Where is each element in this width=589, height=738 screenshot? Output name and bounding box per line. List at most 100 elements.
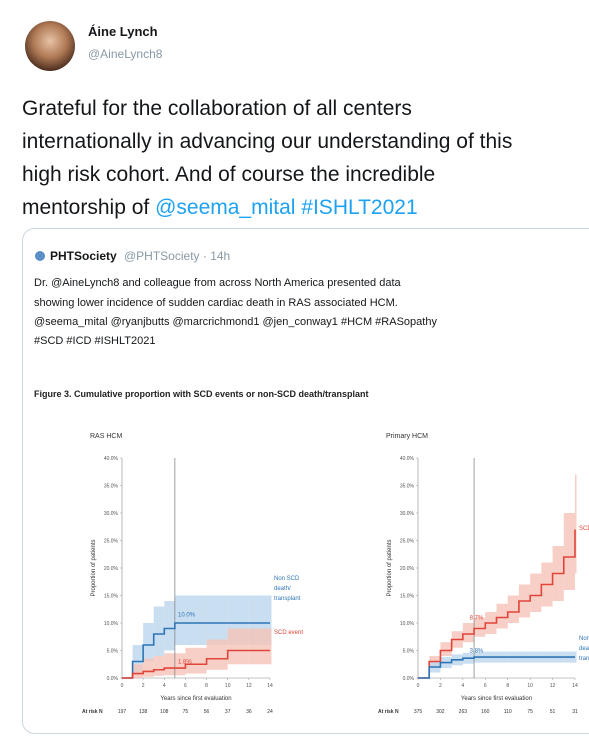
chart-title: RAS HCM	[90, 433, 122, 440]
confidence-band	[575, 475, 577, 574]
quoted-text: #SCD #ICD #ISHLT2021	[34, 335, 155, 347]
x-tick-label: 14	[572, 683, 578, 689]
at-risk-count: 56	[204, 709, 210, 715]
quoted-avatar	[35, 251, 45, 261]
confidence-band	[270, 629, 272, 665]
at-risk-count: 108	[160, 709, 169, 715]
at-risk-count: 302	[436, 709, 445, 715]
y-tick-label: 35.0%	[400, 484, 415, 490]
confidence-band	[228, 629, 249, 665]
y-tick-label: 15.0%	[104, 594, 119, 600]
annotation: SCD event	[274, 630, 303, 636]
x-tick-label: 6	[184, 683, 187, 689]
y-tick-label: 5.0%	[403, 649, 415, 655]
quoted-text: Dr. @AineLynch8 and colleague from acros…	[34, 277, 402, 289]
at-risk-count: 197	[118, 709, 127, 715]
x-tick-label: 12	[550, 683, 556, 689]
confidence-band	[440, 642, 451, 656]
tweet-text: mentorship of	[22, 196, 155, 219]
at-risk-count: 375	[414, 709, 423, 715]
at-risk-count: 36	[246, 709, 252, 715]
confidence-band	[564, 513, 575, 590]
quoted-meta: @PHTSociety · 14h	[124, 249, 230, 263]
at-risk-count: 51	[550, 709, 556, 715]
y-tick-label: 25.0%	[104, 539, 119, 545]
y-tick-label: 0.0%	[403, 676, 415, 682]
at-risk-count: 31	[572, 709, 578, 715]
tweet-text: mentorship of @seema_mital #ISHLT2021	[22, 196, 418, 219]
x-tick-label: 14	[267, 683, 273, 689]
x-tick-label: 4	[461, 683, 464, 689]
quoted-text: @seema_mital @ryanjbutts @marcrichmond1 …	[34, 316, 437, 328]
confidence-band	[508, 596, 519, 624]
at-risk-count: 75	[527, 709, 533, 715]
at-risk-count: 75	[183, 709, 189, 715]
annotation: 8.7%	[470, 616, 484, 622]
annotation: 10.0%	[178, 612, 196, 618]
x-tick-label: 6	[484, 683, 487, 689]
confidence-band	[164, 653, 175, 675]
y-tick-label: 15.0%	[400, 594, 415, 600]
x-tick-label: 4	[163, 683, 166, 689]
quoted-name[interactable]: PHTSociety	[50, 249, 117, 263]
at-risk-count: 24	[267, 709, 273, 715]
confidence-band	[530, 574, 541, 613]
y-tick-label: 30.0%	[104, 511, 119, 517]
author-handle[interactable]: @AineLynch8	[88, 47, 163, 61]
confidence-band	[154, 607, 165, 657]
annotation: transplant	[274, 596, 301, 602]
hashtag[interactable]: #ISHLT2021	[301, 196, 417, 219]
x-tick-label: 2	[439, 683, 442, 689]
x-axis-label: Years since first evaluation	[461, 696, 532, 702]
page: Áine Lynch @AineLynch8 Grateful for the …	[0, 0, 589, 738]
tweet-text: internationally in advancing our underst…	[22, 130, 512, 153]
at-risk-label: At risk N	[82, 709, 103, 715]
y-tick-label: 35.0%	[104, 484, 119, 490]
y-tick-label: 20.0%	[104, 566, 119, 572]
at-risk-count: 263	[459, 709, 468, 715]
confidence-band	[207, 596, 228, 646]
confidence-band	[164, 601, 175, 651]
y-tick-label: 30.0%	[400, 511, 415, 517]
x-tick-label: 0	[417, 683, 420, 689]
annotation: Non SCD	[274, 576, 300, 582]
x-tick-label: 12	[246, 683, 252, 689]
x-tick-label: 8	[205, 683, 208, 689]
confidence-band	[185, 596, 206, 646]
x-axis-label: Years since first evaluation	[160, 696, 231, 702]
figure-title: Figure 3. Cumulative proportion with SCD…	[34, 389, 369, 399]
tweet-text: high risk cohort. And of course the incr…	[22, 163, 435, 186]
x-tick-label: 0	[121, 683, 124, 689]
y-axis-label: Proportion of patients	[91, 539, 97, 596]
y-tick-label: 40.0%	[400, 456, 415, 462]
confidence-band	[575, 652, 577, 663]
annotation: 1.8%	[178, 660, 192, 666]
y-tick-label: 20.0%	[400, 566, 415, 572]
annotation: death/	[579, 646, 589, 652]
confidence-band	[249, 629, 270, 665]
y-axis-label: Proportion of patients	[387, 539, 393, 596]
tweet: Áine Lynch @AineLynch8 Grateful for the …	[0, 0, 589, 738]
confidence-band	[175, 596, 186, 646]
mention[interactable]: @seema_mital	[155, 196, 295, 219]
at-risk-count: 138	[139, 709, 148, 715]
x-tick-label: 10	[225, 683, 231, 689]
annotation: SCD event	[579, 526, 589, 532]
confidence-band	[154, 656, 165, 676]
author-name[interactable]: Áine Lynch	[88, 24, 158, 39]
quoted-text: showing lower incidence of sudden cardia…	[34, 297, 398, 309]
avatar[interactable]	[25, 21, 75, 71]
annotation: death/	[274, 586, 291, 592]
annotation: Non SCD	[579, 636, 589, 642]
confidence-band	[143, 659, 154, 677]
confidence-band	[497, 604, 508, 629]
y-tick-label: 0.0%	[107, 676, 119, 682]
at-risk-count: 110	[504, 709, 512, 715]
confidence-band	[463, 623, 474, 642]
y-tick-label: 5.0%	[107, 649, 119, 655]
at-risk-count: 160	[481, 709, 490, 715]
annotation: transplant	[579, 656, 589, 662]
y-tick-label: 10.0%	[400, 621, 415, 627]
x-tick-label: 2	[142, 683, 145, 689]
at-risk-label: At risk N	[378, 709, 399, 715]
